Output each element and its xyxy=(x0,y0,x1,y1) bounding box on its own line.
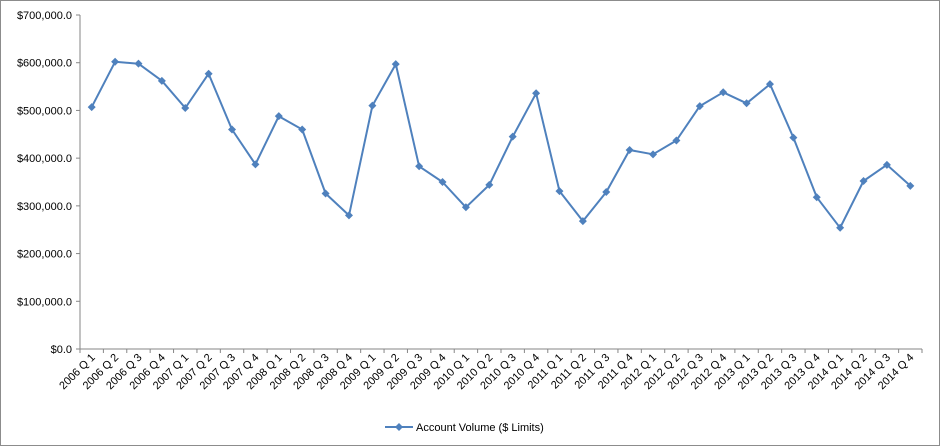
y-tick-label: $300,000.0 xyxy=(17,201,72,213)
series-group xyxy=(87,57,915,232)
data-point xyxy=(719,88,728,97)
data-point xyxy=(251,160,260,169)
y-axis: $0.0 $100,000.0 $200,000.0 $300,000.0 $400,0… xyxy=(17,10,81,356)
data-point xyxy=(742,99,751,108)
data-point xyxy=(649,150,658,159)
y-tick-label: $700,000.0 xyxy=(17,10,72,22)
data-point xyxy=(625,146,634,155)
data-point xyxy=(555,187,564,196)
data-point xyxy=(321,189,330,198)
y-tick-label: $600,000.0 xyxy=(17,58,72,70)
data-point xyxy=(812,193,821,202)
data-point xyxy=(578,217,587,226)
data-point xyxy=(344,211,353,220)
data-point xyxy=(438,178,447,186)
y-tick-label: $100,000.0 xyxy=(17,296,72,308)
data-point xyxy=(228,125,237,134)
data-point xyxy=(859,177,868,186)
data-point xyxy=(415,162,424,171)
data-point xyxy=(765,80,774,89)
y-tick-label: $200,000.0 xyxy=(17,249,72,261)
data-point xyxy=(111,57,120,66)
data-point xyxy=(134,59,143,68)
data-point xyxy=(391,60,400,69)
y-tick-label: $0.0 xyxy=(51,344,72,356)
legend-label: Account Volume ($ Limits) xyxy=(416,422,544,434)
data-point xyxy=(157,76,166,85)
data-point xyxy=(298,125,307,134)
data-point xyxy=(836,223,845,232)
series-line xyxy=(90,60,911,229)
data-point xyxy=(532,89,541,98)
y-tick-label: $400,000.0 xyxy=(17,153,72,165)
data-point xyxy=(695,102,704,111)
data-point xyxy=(485,180,494,189)
data-point xyxy=(508,132,517,141)
data-point xyxy=(87,103,96,112)
legend: Account Volume ($ Limits) xyxy=(385,422,544,434)
data-point xyxy=(789,133,798,142)
data-point xyxy=(672,136,681,145)
data-point xyxy=(204,69,213,78)
legend-marker xyxy=(395,423,403,431)
data-point xyxy=(461,203,470,212)
y-tick-label: $500,000.0 xyxy=(17,105,72,117)
data-point xyxy=(368,101,377,110)
data-point xyxy=(181,104,190,113)
data-point xyxy=(906,181,915,190)
data-point xyxy=(602,188,611,197)
data-point xyxy=(882,160,891,169)
data-point xyxy=(274,112,283,121)
